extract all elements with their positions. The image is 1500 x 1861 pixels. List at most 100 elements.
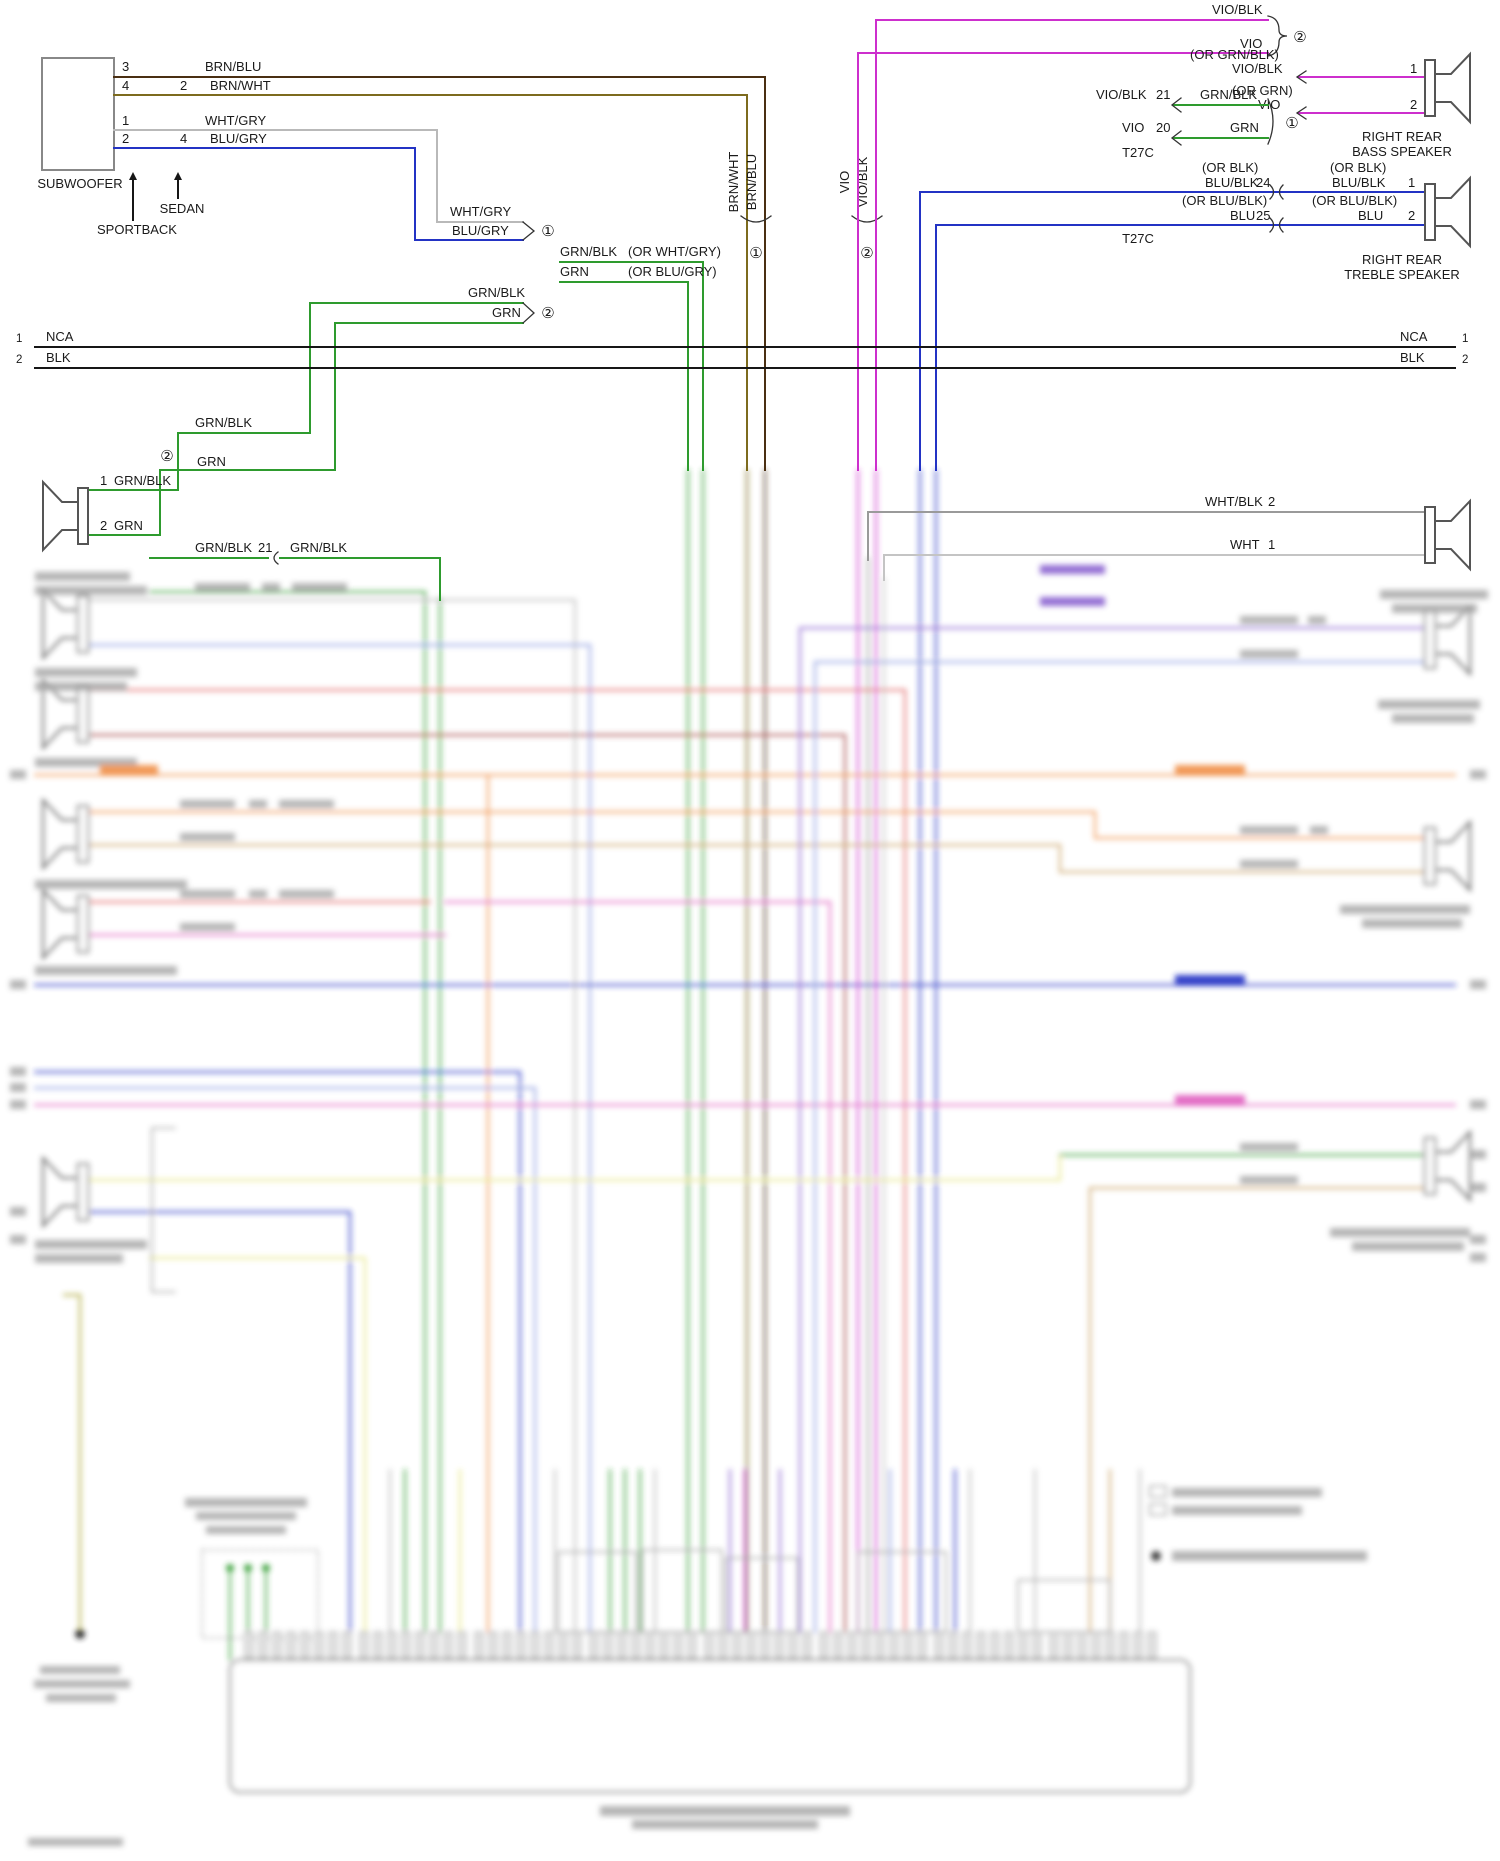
wire-wht-gry (113, 129, 524, 223)
wire-grn-blk-branch2 (279, 557, 441, 601)
t27c-connector-ticks (1269, 184, 1284, 233)
wire-vio-top (857, 52, 1269, 471)
wire-label-blk-left: BLK (46, 350, 71, 365)
connector-t27c-label: T27C (1122, 231, 1154, 246)
connector-21-mark (273, 551, 279, 565)
wire-label-blu-gry: BLU/GRY (452, 223, 509, 238)
t27c-arrows (1170, 97, 1274, 146)
wire-label-or-grn-blk: (OR GRN/BLK) (1190, 47, 1279, 62)
blurred-vertical-wires (34, 469, 1456, 1633)
circled-1: ① (749, 245, 762, 262)
wire-brn-wht (113, 94, 748, 471)
wire-grn-blk-run (87, 302, 524, 491)
right-rear-bass-speaker-icon (1424, 53, 1471, 123)
wire-label-blu-blk: BLU/BLK (1205, 175, 1259, 190)
wire-label-blu: BLU (1230, 208, 1255, 223)
blurred-legend (1149, 1485, 1367, 1561)
wire-label-wht-gry: WHT/GRY (450, 204, 511, 219)
right-rear-bass-speaker-group: VIO/BLK VIO ② (OR GRN/BLK) VIO/BLK 1 (OR… (857, 2, 1471, 471)
sedan-label: SEDAN (160, 201, 205, 216)
left-rear-speaker-icon (42, 481, 89, 551)
sedan-arrowhead (174, 172, 182, 180)
speaker-pin-2: 2 (100, 518, 107, 533)
wire-brn-blu (113, 76, 766, 471)
wire-label-or-blk: (OR BLK) (1330, 160, 1386, 175)
sportback-label: SPORTBACK (97, 222, 177, 237)
speaker-pin-1: 1 (1408, 175, 1415, 190)
wire-label-vio: VIO (1240, 36, 1262, 51)
wire-label-vio-blk: VIO/BLK (1232, 61, 1283, 76)
wire-label-wht-gry: WHT/GRY (205, 113, 266, 128)
blurred-amplifier-box (228, 1631, 1192, 1794)
connector-pin-24: 24 (1256, 175, 1270, 190)
splice-junction-1: WHT/GRY BLU/GRY ① GRN/BLK (OR WHT/GRY) G… (450, 204, 721, 471)
subwoofer-pin-4: 4 (122, 78, 129, 93)
subwoofer-pin-alt-4: 4 (180, 131, 187, 146)
bus-pin-2-left: 2 (16, 354, 22, 366)
wire-label-brn-wht: BRN/WHT (210, 78, 271, 93)
wire-label-grn: GRN (197, 454, 226, 469)
sportback-arrowhead (129, 172, 137, 180)
blurred-text-bars (10, 565, 1488, 1846)
circled-2: ② (541, 305, 554, 322)
wire-label-blu: BLU (1358, 208, 1383, 223)
wire-label-vio: VIO (1258, 97, 1280, 112)
pair-bracket-1 (740, 215, 772, 223)
speaker-pin-2: 2 (1268, 494, 1275, 509)
wire-wht (883, 554, 1428, 581)
speaker-name-line2: TREBLE SPEAKER (1344, 267, 1460, 282)
circled-2: ② (160, 448, 173, 465)
wire-blu-blk (919, 191, 1428, 471)
wire-label-or-blu-blk: (OR BLU/BLK) (1312, 193, 1397, 208)
pin-line-arrows (1295, 70, 1307, 120)
wire-label-brn-blu: BRN/BLU (205, 59, 261, 74)
speaker-name-line2: BASS SPEAKER (1352, 144, 1452, 159)
speaker-pin-1: 1 (1410, 61, 1417, 76)
wire-grn-run (87, 322, 524, 536)
connector-pin-20: 20 (1156, 120, 1170, 135)
subwoofer-pin-2: 2 (122, 131, 129, 146)
bus-pin-2-right: 2 (1462, 354, 1468, 366)
wire-vio-blk-top (875, 19, 1269, 471)
wire-blu-gry (113, 147, 524, 241)
wire-label-or-blu-blk: (OR BLU/BLK) (1182, 193, 1267, 208)
circled-2: ② (1293, 29, 1306, 46)
wire-label-vio-blk: VIO/BLK (1096, 87, 1147, 102)
right-front-treble-speaker-icon (1424, 500, 1471, 570)
wire-label-grn: GRN (1230, 120, 1259, 135)
circled-1: ① (1285, 115, 1298, 132)
wire-label-grn-blk: GRN/BLK (468, 285, 525, 300)
connector-pin-21: 21 (1156, 87, 1170, 102)
wire-label-or-blk: (OR BLK) (1202, 160, 1258, 175)
splice-bracket-2 (522, 302, 535, 324)
wire-label-grn: GRN (560, 264, 589, 279)
wire-label-blk-right: BLK (1400, 350, 1425, 365)
wire-label-vio-vertical: VIO (837, 171, 852, 193)
speaker-name-line1: RIGHT REAR (1362, 129, 1442, 144)
middle-vertical-wires: BRN/WHT BRN/BLU ① VIO VIO/BLK ② (726, 152, 883, 262)
speaker-name-line1: RIGHT REAR (1362, 252, 1442, 267)
bus-lines: 1 NCA NCA 1 2 BLK BLK 2 (16, 329, 1468, 369)
speaker-pin-2: 2 (1408, 208, 1415, 223)
wire-label-nca-left: NCA (46, 329, 74, 344)
pair-bracket-2 (851, 215, 883, 223)
blurred-speaker-icons (42, 589, 1471, 1227)
subwoofer-label: SUBWOOFER (37, 176, 122, 191)
wire-label-wht-blk: WHT/BLK (1205, 494, 1263, 509)
wire-label-grn: GRN (492, 305, 521, 320)
wire-label-or-grn: (OR GRN) (1232, 83, 1293, 98)
subwoofer-pin-alt-2: 2 (180, 78, 187, 93)
wire-label-grn-blk: GRN/BLK (290, 540, 347, 555)
circled-2: ② (860, 245, 873, 262)
wire-wht-blk (867, 511, 1428, 561)
speaker-pin-1: 1 (1268, 537, 1275, 552)
circled-1: ① (541, 223, 554, 240)
subwoofer-box (41, 57, 115, 171)
wire-blu (935, 224, 1428, 471)
wire-label-vio-blk: VIO/BLK (1212, 2, 1263, 17)
wire-label-grn-blk: GRN/BLK (560, 244, 617, 259)
wire-label-blu-blk: BLU/BLK (1332, 175, 1386, 190)
splice-bracket (522, 221, 536, 241)
